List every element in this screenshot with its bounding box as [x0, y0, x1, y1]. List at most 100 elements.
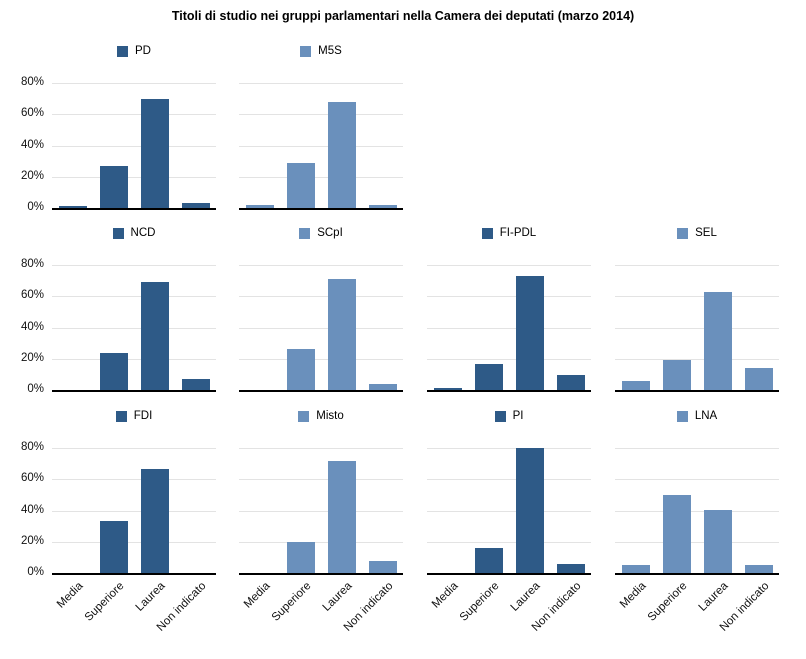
plot-area-PI [427, 444, 591, 575]
plot-area-FDI [52, 444, 216, 575]
legend-swatch-icon [299, 227, 311, 239]
bar-SCpI-Superiore [286, 349, 315, 390]
bar-SEL-Laurea [703, 292, 732, 390]
gridline-60 [239, 479, 403, 481]
gridline-20 [615, 358, 779, 360]
legend-label: SEL [695, 226, 717, 239]
x-tick-label-laurea: Laurea [133, 580, 167, 614]
y-tick-label-80pct: 80% [20, 441, 44, 453]
plot-area-PD [52, 79, 216, 210]
bar-PD-Laurea [140, 98, 169, 208]
legend-label: FDI [133, 409, 153, 422]
legend-SCpI: SCpI [239, 226, 403, 240]
bar-PI-Non indicato [556, 564, 585, 573]
legend-swatch-icon [117, 45, 128, 57]
gridline-20 [427, 358, 591, 360]
bar-FDI-Laurea [140, 469, 169, 573]
legend-LNA: LNA [615, 409, 779, 423]
gridline-60 [239, 296, 403, 298]
legend-FI-PDL: FI-PDL [427, 226, 591, 240]
bar-NCD-Laurea [140, 282, 169, 390]
bar-M5S-Non indicato [368, 204, 397, 208]
legend-label: SCpI [317, 226, 343, 239]
gridline-20 [615, 541, 779, 543]
gridline-60 [239, 114, 403, 116]
bar-LNA-Non indicato [744, 565, 773, 573]
gridline-20 [239, 541, 403, 543]
bar-PI-Superiore [474, 548, 503, 573]
panel-FDI: FDI 0% 20% 40% 60% 80% Media Superiore Laurea Non… [21, 409, 216, 634]
legend-label: PI [512, 409, 524, 422]
legend-swatch-icon [300, 45, 312, 57]
panel-PI: PI Media Superiore Laurea Non indicato [427, 409, 591, 634]
gridline-60 [615, 296, 779, 298]
y-tick-label-60pct: 60% [20, 107, 44, 120]
y-tick-label-20pct: 20% [20, 534, 44, 547]
y-tick-label-80pct: 80% [20, 258, 44, 270]
gridline-80 [239, 448, 403, 449]
y-tick-label-60pct: 60% [20, 472, 44, 485]
legend-Misto: Misto [239, 409, 403, 423]
y-tick-label-0pct: 0% [27, 383, 44, 395]
bar-SEL-Non indicato [744, 368, 773, 390]
gridline-60 [52, 114, 216, 116]
gridline-60 [52, 479, 216, 481]
gridline-60 [427, 296, 591, 298]
panel-SCpI: SCpI [239, 226, 403, 392]
x-tick-label-superiore: Superiore [457, 580, 501, 624]
y-tick-label-40pct: 40% [20, 138, 44, 151]
gridline-80 [615, 448, 779, 449]
bar-FI-PDL-Superiore [474, 364, 503, 390]
y-tick-label-60pct: 60% [20, 289, 44, 302]
gridline-60 [52, 296, 216, 298]
panel-SEL: SEL [615, 226, 779, 392]
panel-M5S: M5S [239, 44, 403, 210]
gridline-80 [52, 83, 216, 84]
legend-M5S: M5S [239, 44, 403, 58]
gridline-40 [427, 510, 591, 512]
y-tick-label-40pct: 40% [20, 503, 44, 516]
gridline-20 [52, 541, 216, 543]
gridline-40 [239, 145, 403, 147]
x-tick-label-media: Media [241, 580, 272, 611]
legend-swatch-icon [676, 410, 688, 422]
bar-SEL-Media [621, 380, 650, 390]
bar-LNA-Laurea [703, 509, 732, 573]
plot-area-NCD [52, 261, 216, 392]
legend-swatch-icon [481, 227, 493, 239]
y-tick-label-20pct: 20% [20, 169, 44, 182]
bar-Misto-Non indicato [368, 561, 397, 573]
y-tick-label-0pct: 0% [27, 566, 44, 578]
plot-area-SEL [615, 261, 779, 392]
gridline-40 [239, 327, 403, 329]
legend-swatch-icon [677, 227, 689, 239]
gridline-40 [52, 327, 216, 329]
gridline-80 [52, 448, 216, 449]
gridline-20 [52, 176, 216, 178]
legend-label: NCD [130, 226, 156, 239]
plot-area-M5S [239, 79, 403, 210]
plot-area-Misto [239, 444, 403, 575]
gridline-20 [52, 358, 216, 360]
bar-LNA-Media [621, 565, 650, 573]
gridline-80 [239, 83, 403, 84]
bar-PI-Laurea [515, 448, 544, 573]
plot-area-LNA [615, 444, 779, 575]
bar-M5S-Laurea [327, 101, 356, 208]
legend-label: PD [135, 44, 151, 57]
bar-Misto-Laurea [327, 461, 356, 573]
legend-label: FI-PDL [499, 226, 537, 239]
legend-label: Misto [316, 409, 344, 422]
bar-PD-Media [58, 206, 87, 208]
x-tick-label-superiore: Superiore [269, 580, 313, 624]
y-tick-label-40pct: 40% [20, 320, 44, 333]
panel-FI-PDL: FI-PDL [427, 226, 591, 392]
bar-FI-PDL-Media [433, 387, 462, 390]
plot-area-FI-PDL [427, 261, 591, 392]
panel-NCD: NCD 0% 20% 40% 60% 80% [21, 226, 216, 395]
y-tick-label-0pct: 0% [27, 201, 44, 213]
bar-SCpI-Non indicato [368, 384, 397, 390]
gridline-40 [52, 510, 216, 512]
gridline-40 [615, 510, 779, 512]
bar-M5S-Media [245, 204, 274, 208]
